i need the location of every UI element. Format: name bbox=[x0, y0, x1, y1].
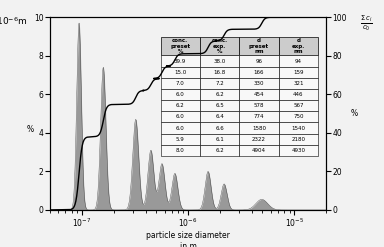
X-axis label: particle size diameter
in m: particle size diameter in m bbox=[146, 231, 230, 247]
Text: %: % bbox=[27, 124, 34, 134]
Y-axis label: $\frac{dc_i}{c_0\,dd}$  $10^{-6}$m: $\frac{dc_i}{c_0\,dd}$ $10^{-6}$m bbox=[0, 13, 28, 32]
Y-axis label: $\frac{\Sigma\,c_i}{c_0}$: $\frac{\Sigma\,c_i}{c_0}$ bbox=[359, 13, 372, 33]
Text: %: % bbox=[351, 109, 358, 118]
